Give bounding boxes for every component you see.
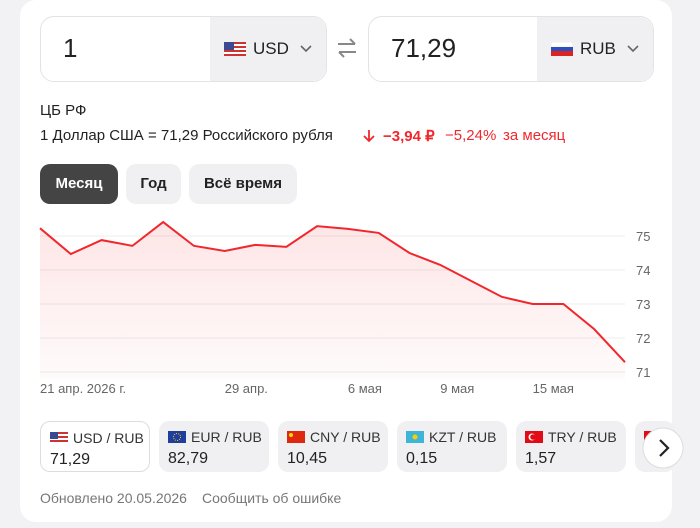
line xyxy=(39,220,626,363)
swap-icon[interactable] xyxy=(336,38,358,58)
source: ЦБ РФ xyxy=(40,102,87,119)
flag xyxy=(525,431,543,443)
x-tick-label: 15 мая xyxy=(533,381,574,396)
flag xyxy=(287,431,305,443)
y-tick-label: 72 xyxy=(636,331,650,346)
updated: Обновлено 20.05.2026 xyxy=(40,490,187,506)
rate-text: 1 Доллар США = 71,29 Российского рубля xyxy=(40,127,333,144)
change-pct: −5,24% xyxy=(445,127,497,144)
flag xyxy=(551,42,573,56)
pair-value: 10,45 xyxy=(287,450,328,467)
report-link[interactable]: Сообщить об ошибке xyxy=(202,490,342,506)
period-button[interactable]: Год xyxy=(126,164,181,204)
x-tick-label: 21 апр. 2026 г. xyxy=(40,381,126,396)
from-field[interactable]: 1 USD xyxy=(40,16,327,82)
y-tick-label: 74 xyxy=(636,263,650,278)
y-tick-label: 75 xyxy=(636,229,650,244)
to-field[interactable]: 71,29 RUB xyxy=(368,16,654,82)
amount[interactable]: 71,29 xyxy=(391,33,457,63)
pair-card[interactable]: USD / RUB 71,29 xyxy=(40,421,150,472)
down-arrow xyxy=(363,130,375,143)
currency: RUB xyxy=(580,39,616,58)
y-tick-label: 71 xyxy=(636,365,650,380)
pair-name: CNY / RUB xyxy=(310,429,381,445)
next-button[interactable] xyxy=(640,425,686,471)
pair-value: 71,29 xyxy=(50,451,91,468)
pair-value: 0,15 xyxy=(406,450,438,467)
flag xyxy=(406,431,424,443)
change: −3,94 ₽ xyxy=(383,128,435,145)
period-button[interactable]: Месяц xyxy=(40,164,118,204)
period-button[interactable]: Всё время xyxy=(189,164,297,204)
pair-name: USD / RUB xyxy=(73,430,144,446)
amount[interactable]: 1 xyxy=(63,33,78,63)
flag xyxy=(50,432,68,444)
period: за месяц xyxy=(503,127,566,144)
area xyxy=(40,222,625,379)
pair-card[interactable]: EUR / RUB 82,79 xyxy=(159,421,269,472)
chevron xyxy=(627,45,639,53)
currency: USD xyxy=(253,39,289,58)
flag xyxy=(168,431,186,443)
y-tick-label: 73 xyxy=(636,297,650,312)
currency-select[interactable]: USD xyxy=(210,17,326,81)
pair-name: TRY / RUB xyxy=(548,429,617,445)
x-tick-label: 29 апр. xyxy=(225,381,268,396)
pair-name: EUR / RUB xyxy=(191,429,262,445)
chevron xyxy=(300,45,312,53)
pair-value: 1,57 xyxy=(525,450,557,467)
x-tick-label: 6 мая xyxy=(348,381,382,396)
pair-value: 82,79 xyxy=(168,450,209,467)
pair-name: KZT / RUB xyxy=(429,429,497,445)
currency-select[interactable]: RUB xyxy=(537,17,653,81)
flag xyxy=(224,42,246,56)
x-tick-label: 9 мая xyxy=(440,381,474,396)
pair-card[interactable]: CNY / RUB 10,45 xyxy=(278,421,388,472)
pair-card[interactable]: KZT / RUB 0,15 xyxy=(397,421,507,472)
chart: 71 72 73 74 75 21 апр. 2026 г. 29 апр. 6 мая 9 м… xyxy=(39,220,650,396)
pair-card[interactable]: TRY / RUB 1,57 xyxy=(516,421,626,472)
